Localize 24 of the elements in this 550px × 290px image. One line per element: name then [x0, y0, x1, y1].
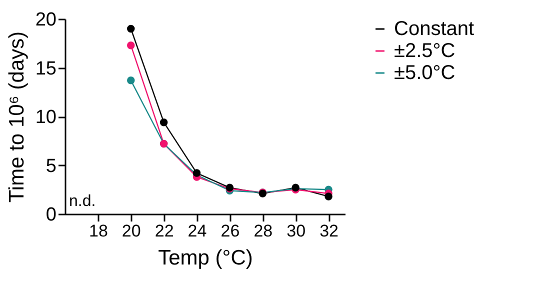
y-tick-label: 0 [46, 204, 56, 226]
y-tick-label: 10 [35, 107, 56, 128]
x-tick-label: 26 [220, 222, 240, 240]
point [127, 24, 135, 33]
x-tick-label: 22 [154, 222, 174, 240]
y-tick-label: 15 [35, 58, 56, 80]
point [324, 192, 332, 200]
point [127, 41, 135, 50]
y-axis-title: Time to 10⁶ (days) [5, 31, 28, 203]
x-tick-label: 32 [320, 222, 338, 240]
x-tick-label: 20 [122, 222, 141, 240]
y-tick-label: 20 [35, 10, 56, 30]
annotation: n.d. [69, 193, 96, 210]
legend-label: ±5.0°C [394, 62, 456, 84]
point [127, 76, 135, 84]
x-axis-title: Temp (°C) [158, 246, 253, 270]
legend-label: Constant [394, 18, 474, 40]
x-tick-label: 30 [286, 222, 306, 240]
x-tick-label: 28 [254, 222, 273, 240]
y-tick-label: 5 [46, 156, 56, 177]
x-tick-label: 24 [188, 222, 207, 240]
legend-label: ±2.5°C [394, 40, 456, 62]
x-tick-label: 18 [88, 222, 108, 240]
point [160, 118, 168, 126]
